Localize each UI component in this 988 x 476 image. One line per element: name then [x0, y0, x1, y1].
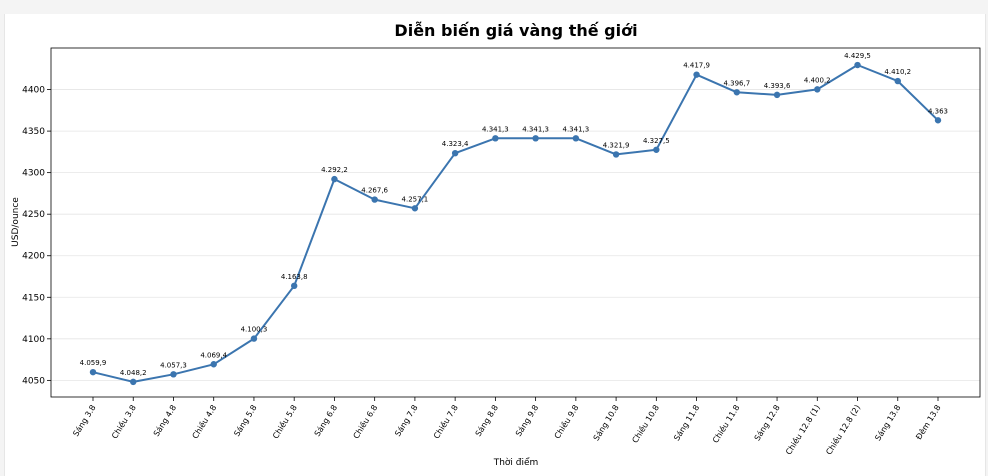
x-tick-label-9: Chiều 7.8 — [431, 403, 460, 441]
data-label-4: 4.100,3 — [241, 326, 268, 334]
data-point-19 — [854, 61, 861, 69]
data-point-10 — [492, 135, 499, 142]
data-point-16 — [733, 89, 741, 96]
x-tick-label-17: Sáng 12.8 — [753, 403, 782, 442]
data-label-3: 4.069,4 — [200, 351, 227, 359]
x-tick-label-4: Sáng 5.8 — [232, 403, 258, 438]
x-tick-label-16: Chiều 11.8 — [710, 403, 741, 445]
x-tick-label-15: Sáng 11.8 — [672, 403, 701, 442]
data-point-2 — [170, 371, 177, 378]
y-tick-label-0: 4050 — [22, 376, 45, 386]
data-label-1: 4.048,2 — [120, 369, 147, 377]
x-tick-label-14: Chiều 10.8 — [630, 403, 661, 445]
y-tick-label-7: 4400 — [22, 86, 45, 96]
y-tick-label-1: 4100 — [22, 335, 45, 345]
data-label-8: 4.257,1 — [402, 195, 429, 203]
data-label-18: 4.400,2 — [804, 76, 831, 84]
data-label-21: 4.363 — [928, 107, 948, 115]
series-line — [92, 64, 939, 383]
x-tick-label-8: Sáng 7.8 — [393, 403, 419, 438]
y-tick-label-5: 4300 — [22, 169, 45, 179]
data-point-3 — [210, 361, 217, 368]
data-point-0 — [89, 368, 97, 376]
data-point-5 — [290, 282, 298, 290]
data-label-12: 4.341,3 — [562, 125, 589, 133]
data-point-15 — [693, 71, 700, 78]
data-label-13: 4.321,9 — [603, 141, 630, 149]
data-label-2: 4.057,3 — [160, 361, 187, 369]
x-tick-label-5: Chiều 5.8 — [270, 403, 299, 441]
data-label-10: 4.341,3 — [482, 125, 509, 133]
data-label-5: 4.163,8 — [281, 273, 308, 281]
y-axis-label: USD/ounce — [11, 197, 21, 247]
data-point-21 — [934, 117, 942, 124]
data-point-4 — [250, 335, 258, 342]
y-axis-ticks: 4050 4100 4150 4200 4250 4300 4350 4400 — [22, 86, 51, 386]
data-point-11 — [532, 135, 539, 142]
y-tick-label-4: 4250 — [22, 210, 45, 220]
chart-panel: Diễn biến giá vàng thế giới 4050 4100 4150… — [4, 14, 986, 476]
data-label-15: 4.417,9 — [683, 62, 710, 70]
x-tick-label-21: Đêm 13.8 — [913, 403, 942, 442]
x-tick-label-7: Chiều 6.8 — [351, 403, 380, 441]
x-tick-label-20: Sáng 13.8 — [873, 403, 902, 442]
plot-area-frame — [50, 47, 981, 398]
data-labels: 4.059,9 4.048,2 4.057,3 4.069,4 4.100,3 4.163… — [80, 52, 948, 377]
data-label-19: 4.429,5 — [844, 52, 871, 60]
x-tick-label-6: Sáng 6.8 — [313, 403, 339, 438]
x-tick-label-13: Sáng 10.8 — [592, 403, 621, 442]
x-tick-label-12: Chiều 9.8 — [552, 403, 581, 441]
data-points — [89, 61, 942, 386]
x-tick-label-19: Chiều 12.8 (2) — [823, 403, 862, 457]
data-point-6 — [331, 175, 338, 183]
grid-lines — [51, 89, 980, 381]
x-tick-label-0: Sáng 3.8 — [71, 403, 97, 438]
x-tick-label-1: Chiều 3.8 — [109, 403, 138, 441]
data-point-7 — [371, 196, 378, 203]
y-tick-label-2: 4150 — [22, 293, 45, 303]
data-label-6: 4.292,2 — [321, 166, 348, 174]
y-tick-label-3: 4200 — [22, 252, 45, 262]
x-tick-label-2: Sáng 4.8 — [152, 403, 178, 438]
chart-title: Diễn biến giá vàng thế giới — [394, 21, 637, 40]
data-point-18 — [814, 86, 821, 93]
data-point-1 — [130, 378, 137, 386]
x-axis-ticks: Sáng 3.8 Chiều 3.8 Sáng 4.8 Chiều 4.8 Sáng 5… — [71, 397, 943, 457]
data-label-14: 4.327,5 — [643, 137, 670, 145]
data-label-17: 4.393,6 — [764, 82, 791, 90]
line-chart: Diễn biến giá vàng thế giới 4050 4100 4150… — [11, 21, 981, 468]
data-label-20: 4.410,2 — [884, 68, 911, 76]
data-point-9 — [451, 149, 459, 157]
x-tick-label-10: Sáng 8.8 — [474, 403, 500, 438]
data-point-13 — [612, 151, 620, 158]
data-point-14 — [653, 146, 660, 153]
y-tick-label-6: 4350 — [22, 127, 45, 137]
data-label-7: 4.267,6 — [361, 187, 388, 195]
data-label-11: 4.341,3 — [522, 125, 549, 133]
x-tick-label-18: Chiều 12.8 (1) — [783, 403, 822, 457]
data-label-0: 4.059,9 — [80, 359, 107, 367]
x-tick-label-3: Chiều 4.8 — [190, 403, 219, 441]
data-label-16: 4.396,7 — [723, 79, 750, 87]
x-tick-label-11: Sáng 9.8 — [514, 403, 540, 438]
data-point-20 — [894, 77, 901, 85]
x-axis-label: Thời điểm — [493, 457, 539, 468]
data-point-17 — [773, 91, 781, 99]
data-point-12 — [572, 135, 580, 142]
data-point-8 — [411, 205, 419, 212]
data-label-9: 4.323,4 — [442, 140, 469, 148]
